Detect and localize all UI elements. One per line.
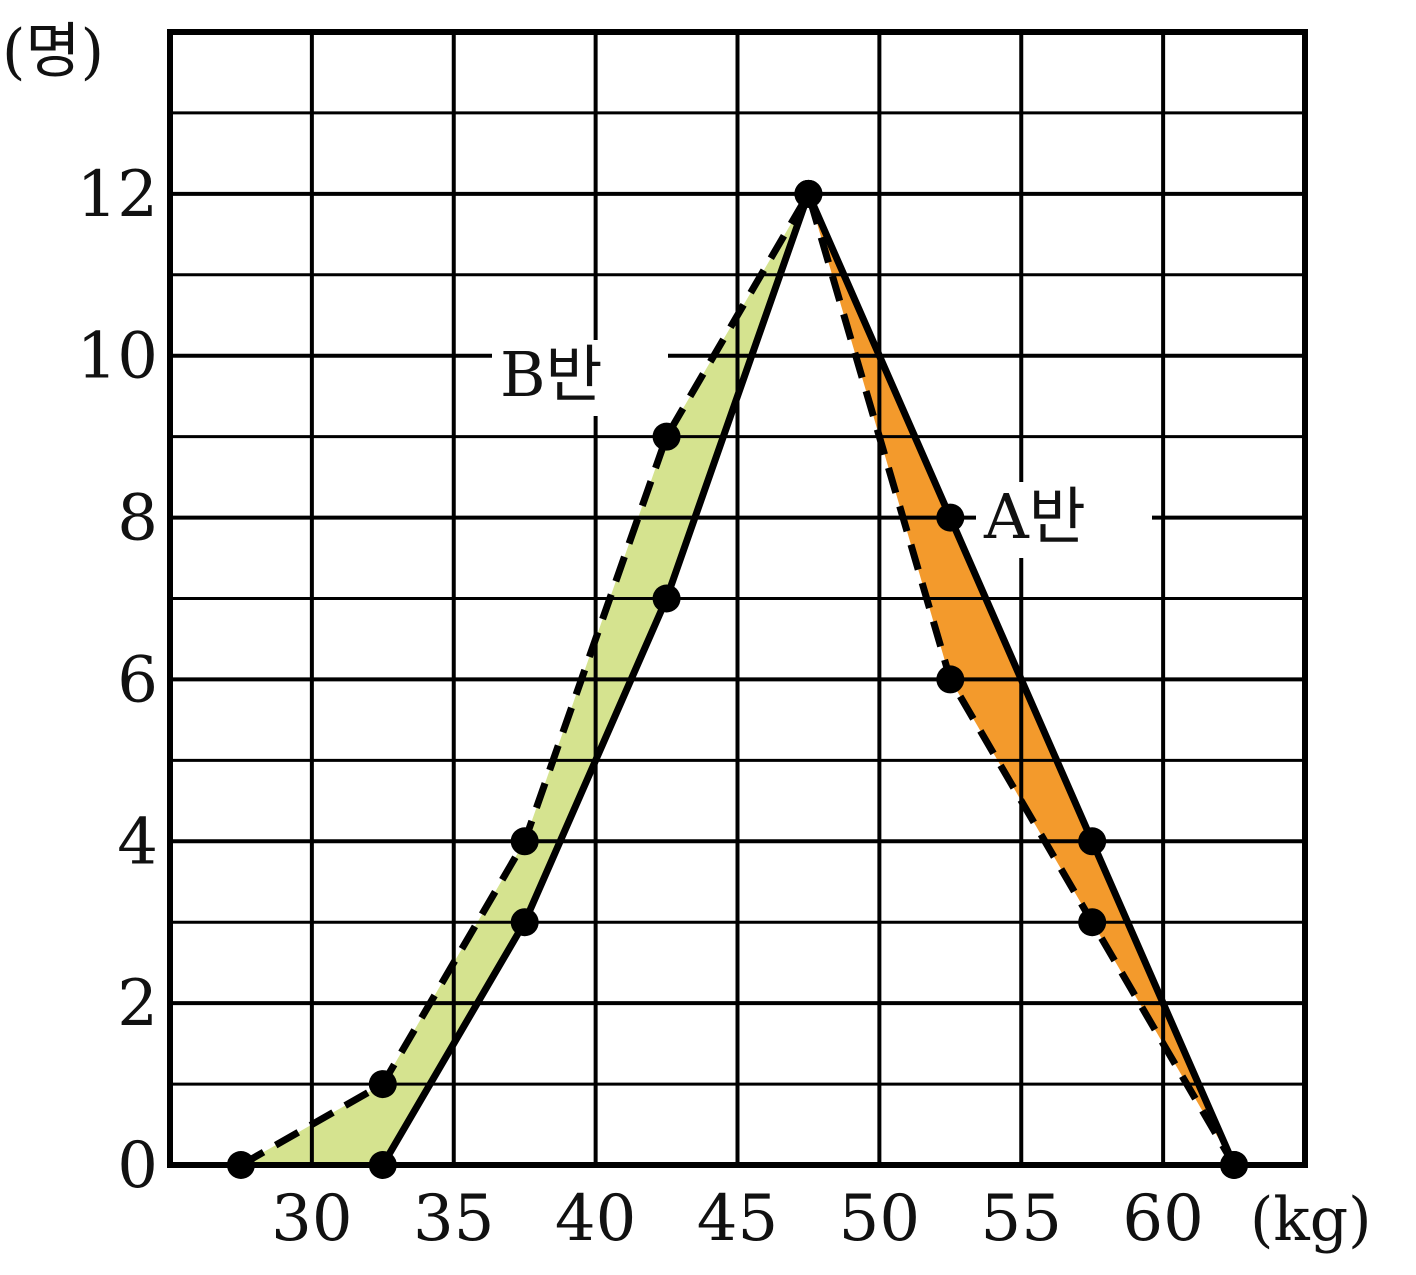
- series-a-label: A반: [983, 480, 1086, 553]
- y-axis-unit-label: (명): [2, 17, 104, 87]
- x-tick-label: 50: [839, 1182, 920, 1256]
- series-a-label-bg: [976, 482, 1152, 558]
- y-tick-label: 4: [117, 805, 158, 879]
- y-tick-label: 12: [77, 158, 158, 232]
- x-tick-label: 60: [1122, 1182, 1203, 1256]
- text-layer: (명) (kg) 0 2 4 6 8 10 12 30 35 40 45 50 55 60 B반 A반: [2, 17, 1372, 1256]
- x-tick-label: 40: [555, 1182, 636, 1256]
- y-tick-label: 8: [117, 482, 158, 556]
- series-b-point: [652, 422, 681, 451]
- series-b-label: B반: [500, 338, 603, 411]
- series-a-point: [510, 908, 539, 937]
- series-a-point: [652, 584, 681, 613]
- x-axis-unit-label: (kg): [1250, 1185, 1372, 1255]
- series-b-point: [226, 1151, 255, 1179]
- x-tick-label: 30: [271, 1182, 352, 1256]
- x-tick-label: 55: [981, 1182, 1062, 1256]
- series-b-point: [1220, 1151, 1249, 1179]
- series-a-point: [1078, 827, 1107, 856]
- series-a-point: [936, 503, 965, 532]
- y-tick-label: 0: [117, 1129, 158, 1203]
- plot-frame: [167, 29, 1308, 1168]
- y-tick-label: 10: [77, 320, 158, 394]
- series-b-point: [936, 665, 965, 694]
- series-b-point: [1078, 908, 1107, 937]
- x-tick-label: 45: [697, 1182, 778, 1256]
- y-tick-label: 6: [117, 643, 158, 717]
- series-b-point: [794, 179, 823, 208]
- series-b-point: [510, 827, 539, 856]
- series-b-line: [239, 185, 1238, 1169]
- series-b-point: [368, 1070, 397, 1099]
- grid-layer: [167, 29, 1308, 1168]
- x-tick-label: 35: [413, 1182, 494, 1256]
- y-tick-label: 2: [117, 967, 158, 1041]
- data-points-layer: [226, 179, 1249, 1179]
- series-b-label-bg: [492, 340, 668, 416]
- series-a-point: [368, 1151, 397, 1179]
